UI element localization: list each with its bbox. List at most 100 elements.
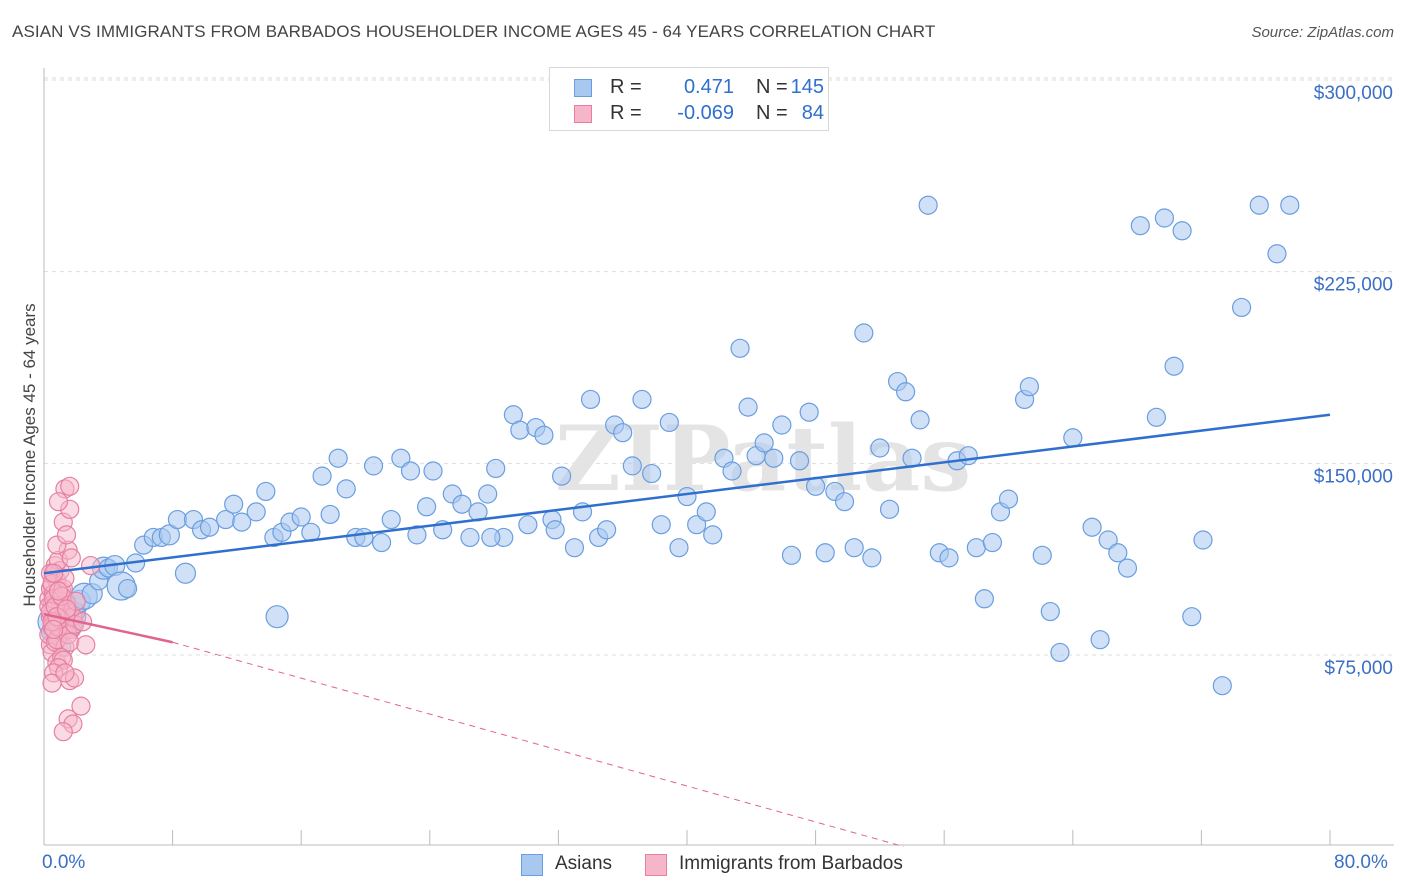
data-point-asians	[174, 562, 197, 584]
data-point-asians	[320, 504, 340, 525]
data-point-asians	[391, 448, 411, 468]
data-point-asians	[371, 532, 392, 553]
y-tick-label: $225,000	[1314, 275, 1393, 296]
data-point-asians	[781, 545, 802, 565]
data-point-asians	[789, 451, 810, 471]
source-label: Source: ZipAtlas.com	[1251, 24, 1394, 41]
data-point-asians	[1032, 545, 1052, 565]
data-point-asians	[632, 389, 652, 410]
data-point-asians	[687, 515, 707, 535]
data-point-asians	[754, 433, 774, 453]
data-point-asians	[738, 397, 758, 417]
legend-swatch-blue	[574, 79, 592, 97]
legend-row-barbados: R = -0.069 N = 84	[572, 102, 824, 126]
data-point-asians	[423, 461, 443, 481]
legend-r-label: R =	[610, 102, 642, 124]
data-point-asians	[730, 338, 750, 358]
correlation-legend: R = 0.471 N = 145 R = -0.069 N = 84	[549, 67, 829, 131]
data-point-asians	[460, 527, 480, 548]
data-point-asians	[982, 532, 1003, 553]
data-point-asians	[613, 423, 633, 443]
data-point-asians	[1063, 428, 1083, 448]
y-tick-label: $300,000	[1314, 83, 1393, 104]
legend-n-label: N =	[756, 76, 788, 98]
chart-title: ASIAN VS IMMIGRANTS FROM BARBADOS HOUSEH…	[12, 22, 936, 41]
legend-swatch-pink	[574, 105, 592, 123]
legend-swatch-blue	[521, 854, 543, 876]
data-point-barbados	[42, 673, 62, 693]
data-point-asians	[910, 410, 930, 430]
legend-label: Immigrants from Barbados	[679, 853, 903, 874]
data-point-asians	[1130, 216, 1150, 236]
data-point-asians	[854, 323, 874, 343]
data-point-asians	[256, 481, 276, 502]
data-point-barbados	[48, 492, 69, 512]
trendline-barbados-extended	[172, 641, 905, 848]
data-point-asians	[998, 489, 1019, 509]
data-point-asians	[328, 448, 348, 468]
data-point-asians	[669, 538, 689, 558]
data-point-asians	[580, 389, 601, 410]
data-point-asians	[518, 515, 538, 535]
data-point-asians	[199, 517, 220, 537]
legend-r-value: -0.069	[677, 102, 734, 124]
legend-swatch-pink	[645, 854, 667, 876]
data-point-asians	[1154, 208, 1175, 228]
data-point-asians	[1267, 244, 1287, 264]
legend-label: Asians	[555, 853, 613, 874]
data-point-asians	[1280, 195, 1300, 215]
data-point-barbados	[61, 548, 81, 568]
legend-row-asians: R = 0.471 N = 145	[572, 76, 824, 100]
data-point-asians	[703, 525, 723, 545]
data-point-asians	[117, 578, 138, 599]
data-point-asians	[1193, 530, 1213, 550]
y-tick-label: $75,000	[1324, 658, 1393, 679]
data-point-asians	[246, 502, 266, 522]
data-point-barbados	[44, 619, 64, 640]
data-point-asians	[354, 527, 374, 548]
data-point-asians	[772, 415, 792, 435]
data-point-asians	[1082, 517, 1102, 537]
data-point-asians	[336, 479, 356, 499]
legend-n-value: 84	[801, 102, 824, 124]
data-point-barbados	[60, 476, 80, 496]
data-point-asians	[896, 382, 916, 402]
data-point-asians	[966, 538, 986, 558]
data-point-asians	[552, 466, 572, 486]
data-point-asians	[1164, 356, 1184, 376]
data-point-asians	[1182, 607, 1202, 627]
data-point-asians	[1249, 195, 1269, 215]
trendline-barbados	[43, 612, 173, 644]
data-point-barbados	[60, 632, 80, 652]
y-tick-label: $150,000	[1314, 466, 1393, 487]
legend-n-label: N =	[756, 102, 788, 124]
data-point-asians	[363, 456, 384, 476]
data-point-barbados	[55, 663, 75, 683]
data-point-asians	[958, 446, 978, 466]
data-point-asians	[918, 195, 938, 215]
data-point-asians	[815, 543, 835, 563]
data-point-asians	[381, 509, 401, 530]
data-point-barbados	[48, 581, 69, 601]
data-point-asians	[224, 494, 244, 514]
data-point-barbados	[56, 599, 77, 619]
data-point-asians	[1146, 407, 1166, 427]
data-point-asians	[844, 538, 864, 558]
data-point-asians	[158, 524, 180, 546]
data-point-asians	[622, 456, 642, 476]
data-point-asians	[677, 486, 697, 507]
data-point-asians	[870, 438, 890, 458]
data-point-asians	[642, 463, 662, 484]
data-point-asians	[291, 507, 311, 527]
data-point-asians	[1050, 642, 1070, 663]
data-point-asians	[1212, 676, 1232, 696]
legend-n-value: 145	[790, 76, 824, 98]
data-point-asians	[481, 527, 501, 548]
x-tick-label-right: 80.0%	[1334, 852, 1388, 873]
data-point-asians	[1172, 221, 1192, 241]
data-point-asians	[478, 484, 498, 504]
bottom-legend-barbados: Immigrants from Barbados	[645, 852, 925, 876]
data-point-asians	[1117, 558, 1138, 578]
data-point-asians	[416, 497, 437, 517]
